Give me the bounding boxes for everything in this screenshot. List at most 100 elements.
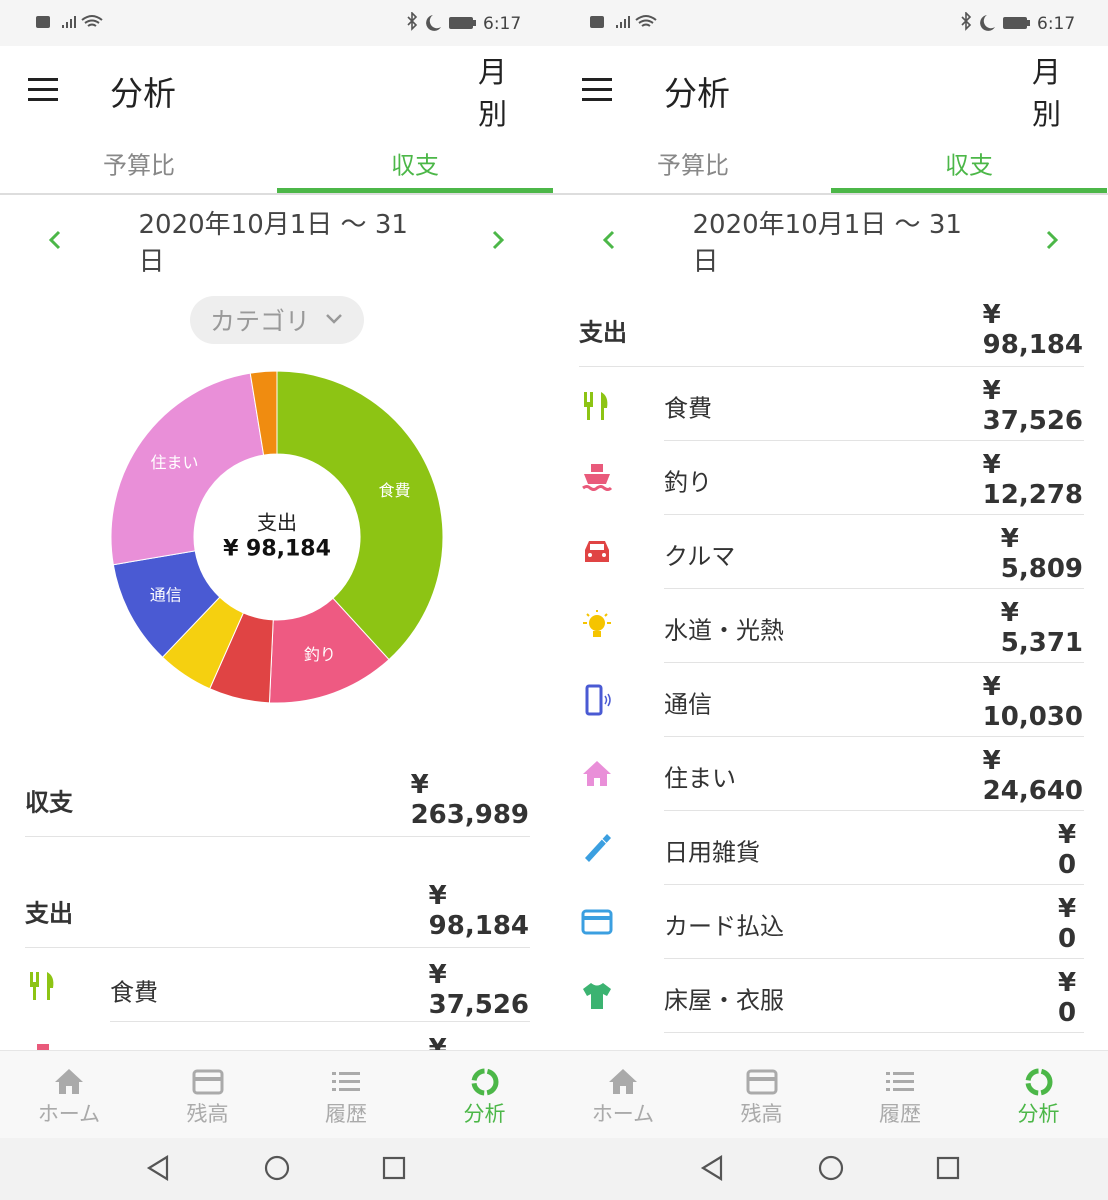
nav-icon[interactable] <box>192 1066 224 1098</box>
category-icon <box>584 392 608 420</box>
next-button[interactable] <box>490 230 506 250</box>
nav-icon[interactable] <box>607 1066 639 1098</box>
app-title: 分析 <box>110 74 176 113</box>
row-label: 収支 <box>25 788 73 817</box>
row-amount: ¥ 10,030 <box>982 672 1084 732</box>
category-icon <box>583 983 611 1009</box>
recents-button[interactable] <box>381 1155 407 1181</box>
nav-label[interactable]: 分析 <box>463 1102 506 1126</box>
segment-label: 住まい <box>150 453 198 472</box>
divider <box>664 440 1084 441</box>
row-label: 住まい <box>664 764 736 793</box>
donut-segment <box>110 372 265 566</box>
divider <box>664 884 1084 885</box>
row-label: 水道・光熱 <box>664 616 784 645</box>
period-toggle[interactable]: 月別 <box>1032 55 1062 131</box>
row-amount: ¥ 5,371 <box>1000 598 1084 658</box>
category-icon <box>585 541 609 562</box>
donut-center-value: ¥ 98,184 <box>223 536 331 562</box>
donut-segment <box>249 370 278 456</box>
row-amount: ¥ 263,989 <box>410 770 529 830</box>
nav-icon[interactable] <box>1023 1066 1055 1098</box>
status-time: 6:17 <box>483 14 522 34</box>
row-label: 支出 <box>25 899 73 928</box>
row-label: 食費 <box>664 394 712 423</box>
nav-label[interactable]: 残高 <box>740 1102 783 1126</box>
category-icon <box>30 972 54 1000</box>
row-amount: ¥ 37,526 <box>982 376 1084 436</box>
tab[interactable]: 予算比 <box>103 151 175 180</box>
recents-button[interactable] <box>935 1155 961 1181</box>
tab-indicator <box>831 188 1107 193</box>
nav-label[interactable]: ホーム <box>591 1102 655 1126</box>
tab[interactable]: 予算比 <box>657 151 729 180</box>
next-button[interactable] <box>1044 230 1060 250</box>
menu-button[interactable] <box>582 78 614 102</box>
dropdown-chevron <box>326 314 342 324</box>
nav-icon[interactable] <box>469 1066 501 1098</box>
tab-selected[interactable]: 収支 <box>945 151 993 180</box>
back-button[interactable] <box>145 1155 175 1181</box>
segment-label: 食費 <box>378 481 410 500</box>
nav-icon[interactable] <box>53 1066 85 1098</box>
divider <box>25 836 530 837</box>
row-amount: ¥ 37,526 <box>428 960 530 1020</box>
divider <box>664 810 1084 811</box>
row-amount: ¥ 98,184 <box>982 300 1084 360</box>
nav-icon[interactable] <box>884 1066 916 1098</box>
row-label: 日用雑貨 <box>664 838 760 867</box>
divider <box>664 1032 1084 1033</box>
divider <box>664 736 1084 737</box>
system-nav <box>554 1138 1108 1200</box>
category-icon <box>582 464 613 491</box>
home-button[interactable] <box>263 1154 291 1182</box>
nav-icon[interactable] <box>746 1066 778 1098</box>
period-toggle[interactable]: 月別 <box>478 55 508 131</box>
tab-divider <box>0 193 554 195</box>
category-icon <box>581 909 613 935</box>
segment-label: 通信 <box>150 586 182 605</box>
prev-button[interactable] <box>601 230 617 250</box>
divider <box>664 514 1084 515</box>
category-icon <box>583 610 611 637</box>
status-time: 6:17 <box>1037 14 1076 34</box>
donut-segment <box>276 370 444 661</box>
phone-screen: 6:17 分析 月別 予算比 収支 2020年10月1日 〜 31日 カテゴリ 食費 釣り 通信住… <box>0 12 554 1200</box>
divider <box>110 1021 530 1022</box>
nav-label[interactable]: 残高 <box>186 1102 229 1126</box>
row-label: 床屋・衣服 <box>664 986 784 1015</box>
nav-icon[interactable] <box>330 1066 362 1098</box>
nav-label[interactable]: 履歴 <box>879 1102 921 1126</box>
nav-label[interactable]: 分析 <box>1017 1102 1060 1126</box>
tab-divider <box>554 193 1108 195</box>
nav-label[interactable]: 履歴 <box>325 1102 367 1126</box>
row-amount: ¥ 12,278 <box>982 450 1084 510</box>
menu-button[interactable] <box>28 78 60 102</box>
row-amount: ¥ 0 <box>1058 820 1077 880</box>
prev-button[interactable] <box>47 230 63 250</box>
category-icon <box>585 834 611 862</box>
period-label: 2020年10月1日 〜 31日 <box>692 210 962 277</box>
status-icons <box>590 15 657 28</box>
row-label: クルマ <box>664 542 736 571</box>
home-button[interactable] <box>817 1154 845 1182</box>
back-button[interactable] <box>699 1155 729 1181</box>
phone-screen: 6:17 分析 月別 予算比 収支 2020年10月1日 〜 31日 支出 ¥ 98,184 食… <box>554 0 1108 1200</box>
divider <box>664 588 1084 589</box>
tab-indicator <box>277 188 553 193</box>
period-label: 2020年10月1日 〜 31日 <box>138 210 408 277</box>
row-amount: ¥ 0 <box>1058 968 1077 1028</box>
segment-label: 釣り <box>304 645 336 664</box>
dropdown-label[interactable]: カテゴリ <box>209 307 311 336</box>
row-amount: ¥ 98,184 <box>428 881 530 941</box>
row-label: 通信 <box>664 690 712 719</box>
row-amount: ¥ 24,640 <box>982 746 1084 806</box>
status-icons <box>407 12 476 31</box>
tab-selected[interactable]: 収支 <box>391 151 439 180</box>
row-label: 釣り <box>664 468 712 497</box>
divider <box>664 958 1084 959</box>
nav-label[interactable]: ホーム <box>37 1102 101 1126</box>
row-label: カード払込 <box>664 912 784 941</box>
